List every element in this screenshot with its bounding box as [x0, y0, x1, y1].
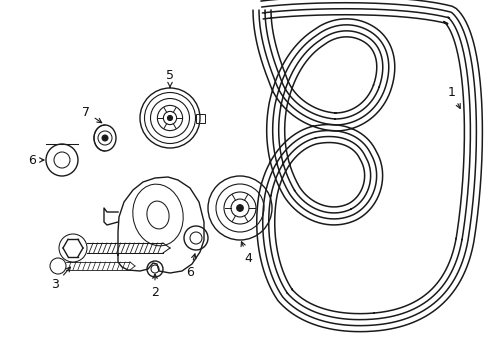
- Text: 5: 5: [165, 68, 174, 87]
- Circle shape: [236, 205, 243, 211]
- Bar: [195, 113, 204, 122]
- Text: 6: 6: [185, 254, 196, 279]
- Text: 2: 2: [151, 274, 159, 298]
- Text: 4: 4: [241, 242, 251, 265]
- Circle shape: [167, 116, 172, 120]
- Text: 7: 7: [82, 105, 102, 123]
- Text: 6: 6: [28, 153, 44, 166]
- Circle shape: [102, 135, 108, 141]
- Text: 1: 1: [447, 86, 459, 108]
- Text: 3: 3: [51, 267, 70, 292]
